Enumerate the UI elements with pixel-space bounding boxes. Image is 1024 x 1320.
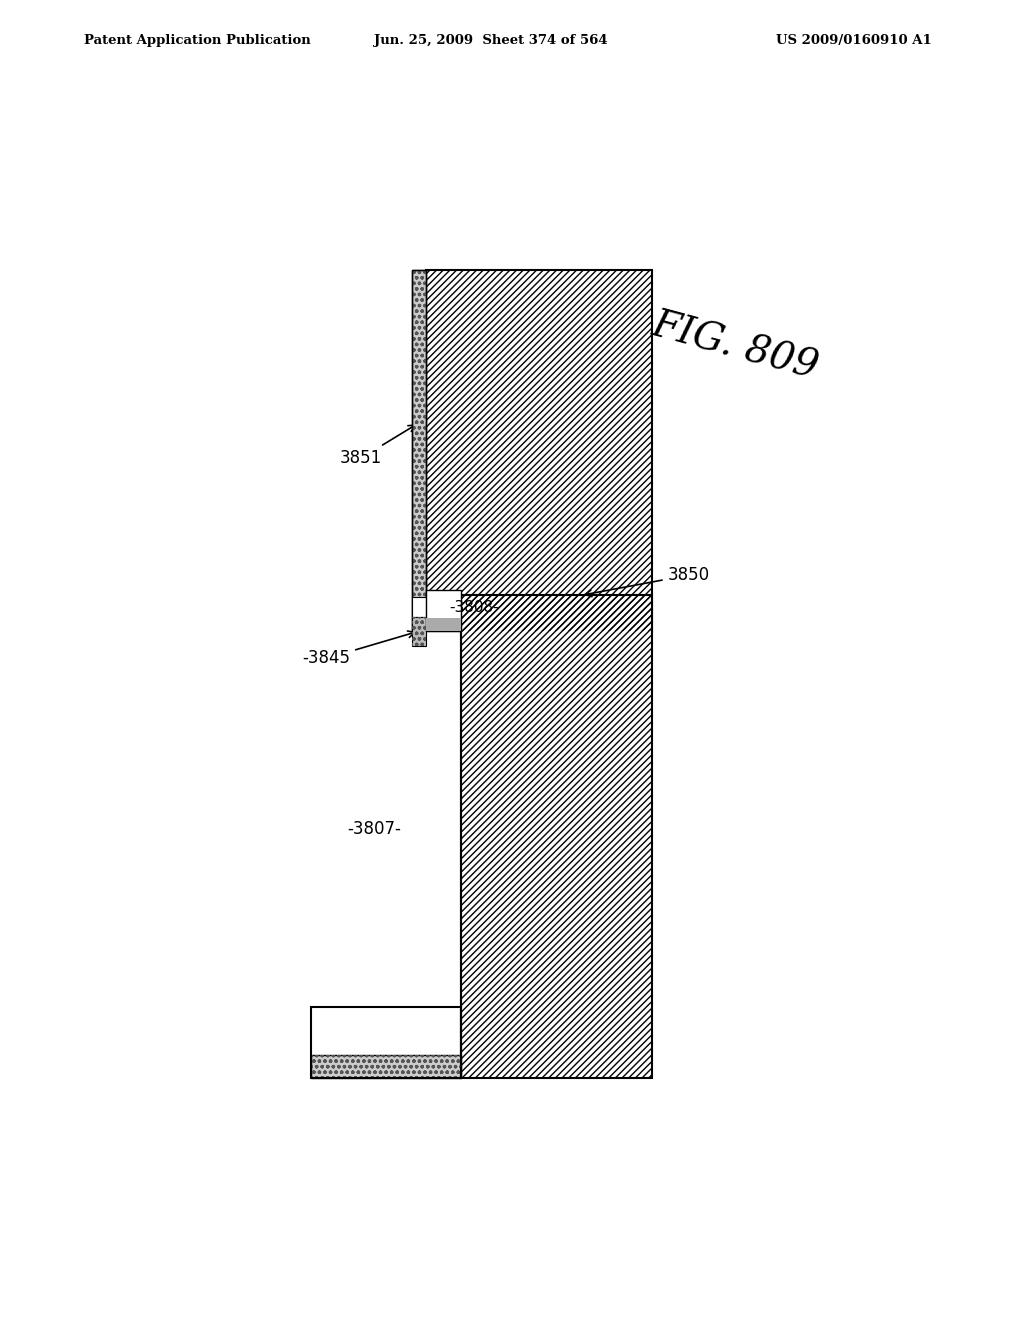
Text: FIG. 809: FIG. 809 <box>648 306 822 387</box>
Bar <box>426 618 461 631</box>
Bar <box>461 595 652 1078</box>
Bar <box>426 590 461 631</box>
Bar <box>412 271 426 631</box>
Bar <box>412 616 426 647</box>
Bar <box>412 271 426 631</box>
Bar <box>426 271 652 631</box>
Bar <box>310 1055 461 1078</box>
Text: -3807-: -3807- <box>347 820 401 838</box>
Text: -3845: -3845 <box>302 631 415 668</box>
Bar <box>412 271 426 631</box>
Bar <box>461 595 652 1078</box>
Bar <box>426 271 652 631</box>
Text: 3851: 3851 <box>340 425 416 467</box>
Bar <box>412 598 426 616</box>
Text: Patent Application Publication: Patent Application Publication <box>84 34 310 48</box>
Text: 3850: 3850 <box>585 566 710 597</box>
Bar <box>412 616 426 647</box>
Bar <box>310 1007 461 1078</box>
Text: -3808-: -3808- <box>450 601 499 615</box>
Text: US 2009/0160910 A1: US 2009/0160910 A1 <box>776 34 932 48</box>
Text: Jun. 25, 2009  Sheet 374 of 564: Jun. 25, 2009 Sheet 374 of 564 <box>374 34 607 48</box>
Bar <box>310 1055 461 1078</box>
